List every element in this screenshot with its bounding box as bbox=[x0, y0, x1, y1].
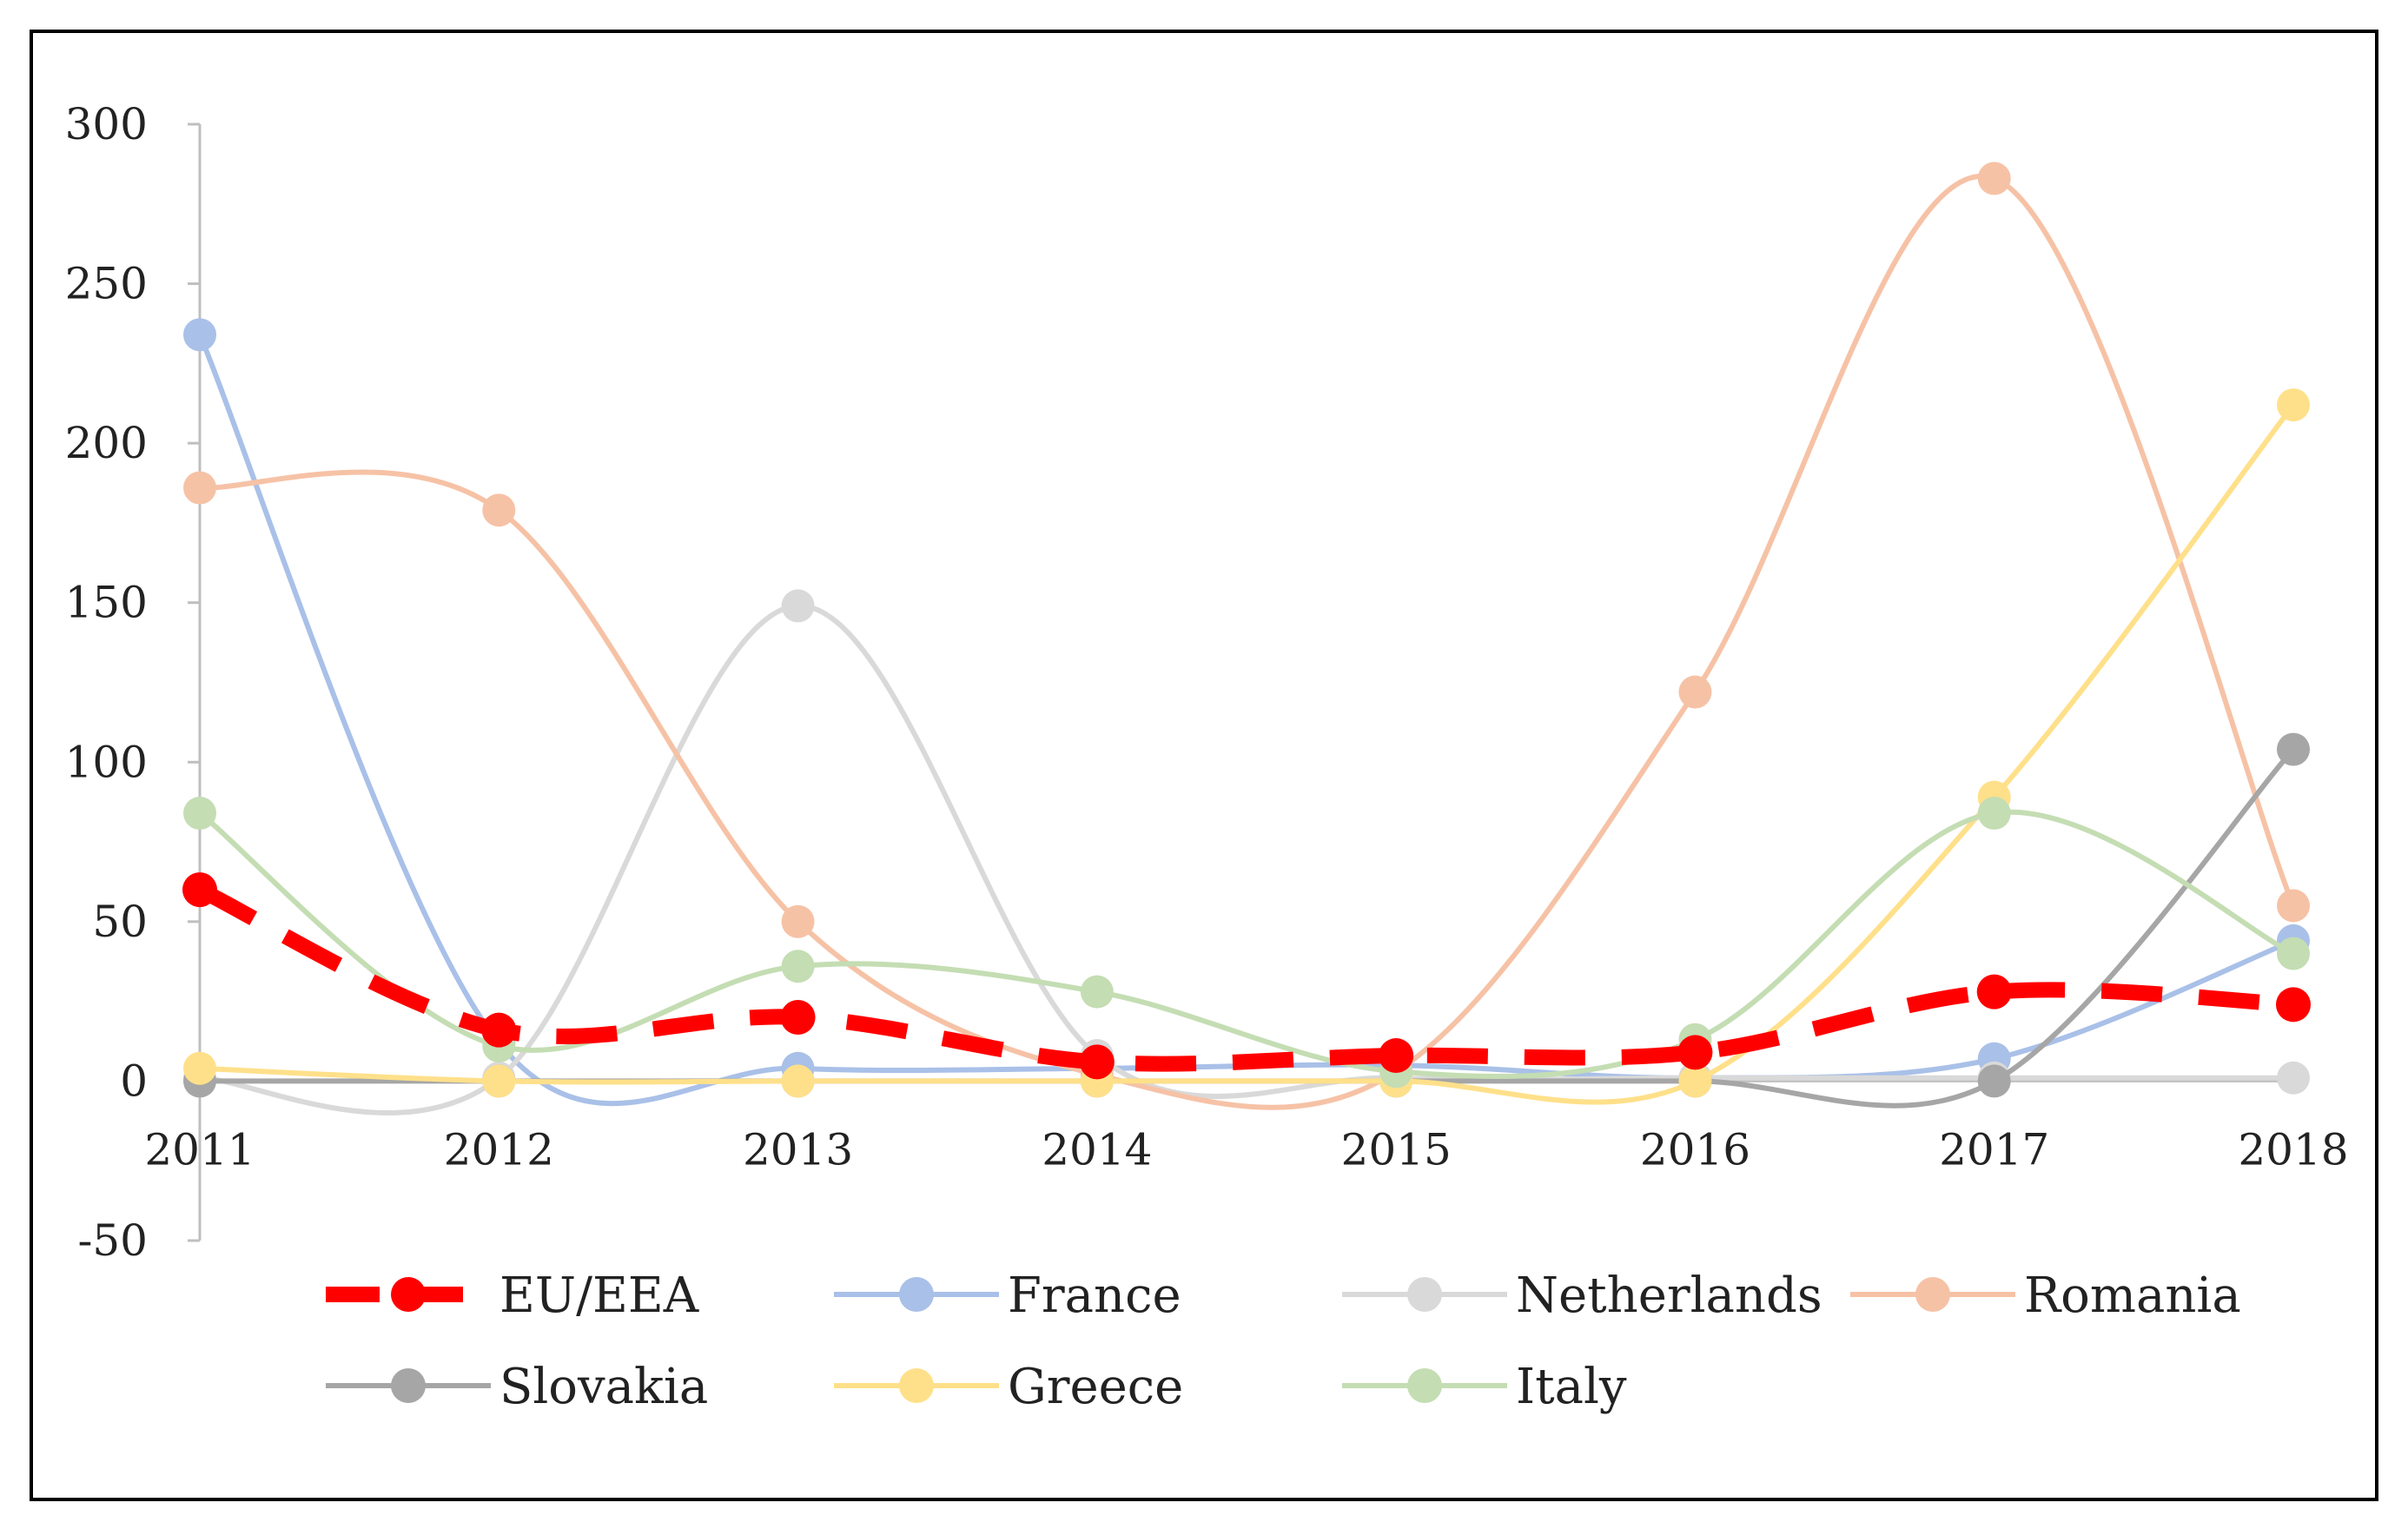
legend-label: France bbox=[1008, 1268, 1181, 1324]
data-point-romania-2012 bbox=[482, 493, 516, 527]
data-point-italy-2013 bbox=[781, 950, 815, 983]
legend-label: Greece bbox=[1008, 1359, 1183, 1415]
series-lines bbox=[182, 162, 2311, 1115]
x-tick-label: 2013 bbox=[743, 1124, 853, 1175]
legend-swatch-marker bbox=[391, 1277, 426, 1312]
legend-swatch-marker bbox=[391, 1368, 426, 1403]
legend-item-slovakia: Slovakia bbox=[326, 1359, 708, 1415]
data-point-greece-2016 bbox=[1678, 1064, 1712, 1098]
legend-label: Slovakia bbox=[499, 1359, 708, 1415]
legend-swatch-marker bbox=[1407, 1368, 1442, 1403]
data-point-eu-eea-2013 bbox=[780, 1000, 816, 1035]
data-point-romania-2018 bbox=[2277, 889, 2310, 923]
data-point-romania-2017 bbox=[1977, 162, 2011, 195]
data-point-greece-2011 bbox=[183, 1051, 216, 1085]
data-point-eu-eea-2017 bbox=[1976, 974, 2012, 1009]
legend-swatch-marker bbox=[899, 1277, 934, 1312]
data-point-eu-eea-2016 bbox=[1677, 1035, 1713, 1070]
legend-swatch-marker bbox=[1407, 1277, 1442, 1312]
data-point-romania-2011 bbox=[183, 471, 216, 505]
x-tick-label: 2015 bbox=[1341, 1124, 1452, 1175]
legend-item-italy: Italy bbox=[1342, 1359, 1627, 1415]
data-point-italy-2011 bbox=[183, 797, 216, 831]
data-point-italy-2018 bbox=[2277, 937, 2310, 970]
x-tick-label: 2017 bbox=[1939, 1124, 2049, 1175]
legend-label: Netherlands bbox=[1516, 1268, 1823, 1324]
legend-swatch-marker bbox=[899, 1368, 934, 1403]
x-tick-label: 2018 bbox=[2238, 1124, 2348, 1175]
data-point-greece-2012 bbox=[482, 1064, 516, 1098]
data-point-greece-2018 bbox=[2277, 388, 2310, 422]
legend-item-eu-eea: EU/EEA bbox=[326, 1268, 699, 1324]
data-point-eu-eea-2011 bbox=[182, 872, 217, 908]
x-tick-label: 2011 bbox=[144, 1124, 255, 1175]
legend-item-netherlands: Netherlands bbox=[1342, 1268, 1823, 1324]
series-line-eu-eea bbox=[196, 882, 2294, 1072]
y-tick-label: 150 bbox=[65, 578, 148, 628]
data-point-eu-eea-2012 bbox=[481, 1012, 517, 1048]
data-point-netherlands-2013 bbox=[781, 589, 815, 623]
x-tick-label: 2016 bbox=[1640, 1124, 1750, 1175]
data-point-slovakia-2018 bbox=[2277, 732, 2310, 766]
y-tick-label: 100 bbox=[65, 737, 148, 787]
data-point-eu-eea-2015 bbox=[1379, 1038, 1414, 1074]
legend-item-france: France bbox=[834, 1268, 1181, 1324]
data-point-eu-eea-2018 bbox=[2276, 987, 2311, 1023]
data-point-romania-2013 bbox=[781, 904, 815, 938]
data-point-netherlands-2018 bbox=[2277, 1061, 2310, 1095]
data-point-slovakia-2017 bbox=[1977, 1064, 2011, 1098]
x-tick-label: 2014 bbox=[1042, 1124, 1152, 1175]
series-eu-eea bbox=[182, 872, 2311, 1080]
legend-label: Italy bbox=[1516, 1359, 1627, 1415]
chart-frame bbox=[30, 30, 2378, 1501]
legend: EU/EEA France Netherlands Romania Slovakia Gr… bbox=[326, 1268, 2241, 1415]
legend-label: Romania bbox=[2024, 1268, 2241, 1324]
y-tick-label: 300 bbox=[65, 99, 148, 149]
y-tick-label: 200 bbox=[65, 418, 148, 468]
y-tick-label: 0 bbox=[120, 1056, 148, 1106]
legend-item-romania: Romania bbox=[1850, 1268, 2241, 1324]
data-point-greece-2013 bbox=[781, 1064, 815, 1098]
data-point-eu-eea-2014 bbox=[1079, 1044, 1115, 1080]
series-line-italy bbox=[197, 809, 2296, 1079]
data-point-italy-2014 bbox=[1080, 975, 1114, 1009]
legend-label: EU/EEA bbox=[499, 1268, 699, 1324]
y-tick-label: 50 bbox=[92, 897, 148, 947]
data-point-france-2011 bbox=[183, 318, 216, 352]
legend-swatch-marker bbox=[1915, 1277, 1950, 1312]
series-line-netherlands bbox=[197, 603, 2296, 1115]
y-tick-label: -50 bbox=[77, 1215, 148, 1266]
data-point-italy-2017 bbox=[1977, 797, 2011, 831]
y-tick-label: 250 bbox=[65, 259, 148, 309]
x-tick-label: 2012 bbox=[444, 1124, 554, 1175]
legend-item-greece: Greece bbox=[834, 1359, 1183, 1415]
data-point-romania-2016 bbox=[1678, 675, 1712, 709]
